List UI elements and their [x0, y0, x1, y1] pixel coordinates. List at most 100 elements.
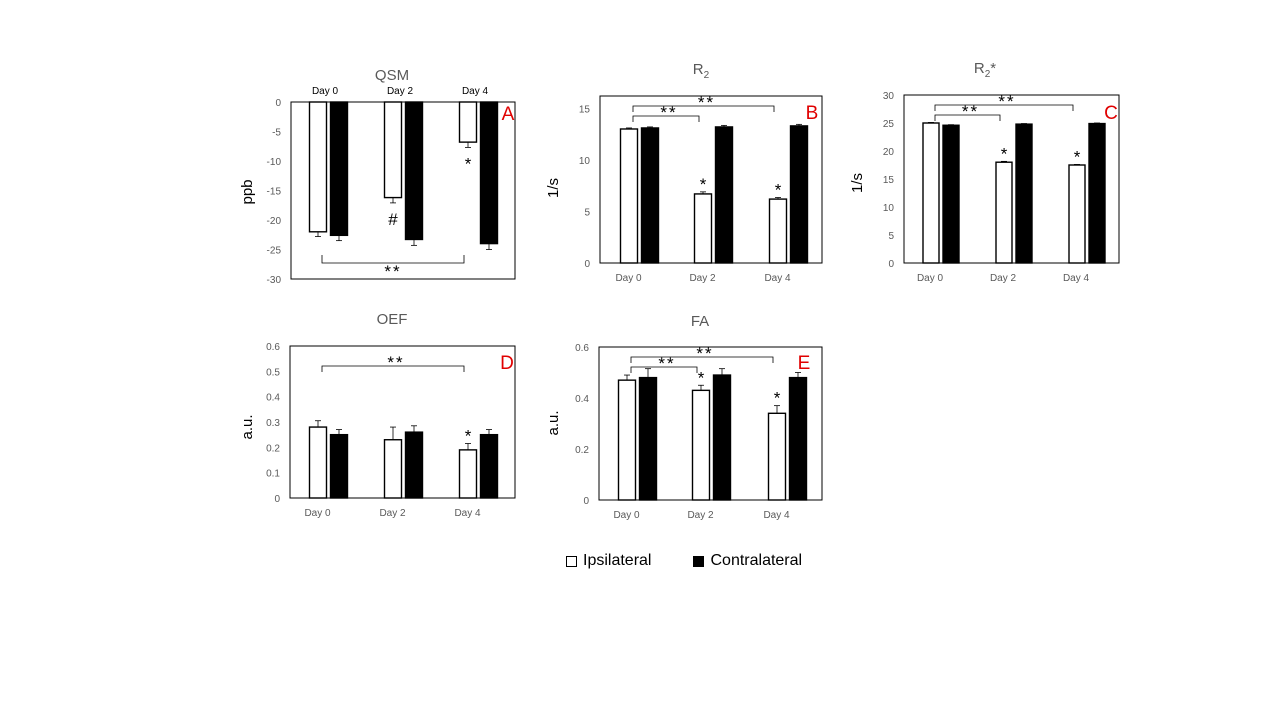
bracket-label: ** — [998, 92, 1015, 111]
legend-swatch-contralateral — [693, 555, 705, 567]
bar-contralateral — [1015, 123, 1033, 264]
bar-contralateral — [1088, 122, 1106, 264]
bracket-label: ** — [696, 344, 713, 363]
bracket-label: ** — [658, 354, 675, 373]
y-tick-label: 0 — [583, 496, 589, 507]
y-tick-label: 15 — [883, 175, 895, 186]
significance-bracket — [632, 105, 775, 112]
y-tick-label: -30 — [267, 275, 282, 286]
y-tick-label: 0.6 — [266, 342, 280, 353]
panel-letter: A — [502, 104, 515, 125]
chart-title: QSM — [375, 67, 409, 84]
y-tick-label: 0.2 — [266, 443, 280, 454]
bar-ipsilateral — [383, 439, 403, 499]
bar-ipsilateral — [768, 198, 788, 264]
bracket-label: ** — [387, 353, 404, 372]
significance-mark: * — [700, 175, 707, 194]
y-tick-label: 0.3 — [266, 418, 280, 429]
y-tick-label: 25 — [883, 119, 895, 130]
significance-mark: * — [1074, 147, 1081, 166]
x-tick-label: Day 4 — [454, 508, 481, 519]
y-axis-label: 1/s — [545, 178, 562, 198]
y-tick-label: 0.4 — [266, 393, 280, 404]
x-tick-label: Day 0 — [613, 510, 640, 521]
legend-label-ipsilateral: Ipsilateral — [583, 552, 652, 569]
y-tick-label: 20 — [883, 147, 895, 158]
significance-mark: * — [465, 154, 472, 173]
x-tick-label: Day 2 — [689, 273, 716, 284]
y-axis-label: 1/s — [849, 173, 866, 193]
plot-frame — [598, 346, 823, 501]
y-tick-label: 5 — [888, 231, 894, 242]
significance-bracket — [630, 366, 698, 373]
y-tick-label: 0.5 — [266, 367, 280, 378]
y-tick-label: -15 — [267, 187, 282, 198]
bar-contralateral — [788, 376, 808, 501]
significance-mark: * — [1001, 144, 1008, 163]
y-tick-label: 10 — [883, 203, 895, 214]
chart-title: FA — [691, 313, 709, 330]
bar-contralateral — [479, 101, 499, 245]
bar-contralateral — [404, 431, 424, 499]
bar-ipsilateral — [383, 101, 403, 199]
bar-contralateral — [942, 124, 960, 264]
bar-ipsilateral — [458, 449, 478, 499]
bar-contralateral — [789, 125, 809, 264]
legend-item-ipsilateral: Ipsilateral — [566, 552, 651, 570]
bar-contralateral — [638, 376, 658, 501]
significance-mark: * — [698, 368, 705, 387]
y-tick-label: 10 — [579, 156, 591, 167]
panel-letter: C — [1104, 103, 1118, 124]
y-tick-label: -20 — [267, 216, 282, 227]
legend-swatch-ipsilateral — [566, 555, 577, 567]
bar-ipsilateral — [995, 161, 1013, 264]
bar-contralateral — [479, 433, 499, 499]
bracket-label: ** — [660, 103, 677, 122]
panel-letter: B — [806, 103, 819, 124]
x-tick-label: Day 0 — [304, 508, 331, 519]
bar-ipsilateral — [619, 128, 639, 264]
chart-title: R2* — [974, 60, 996, 80]
y-axis-label: a.u. — [239, 414, 256, 439]
y-tick-label: 0 — [888, 259, 894, 270]
bar-contralateral — [329, 433, 349, 499]
chart-panel-d: OEF Da.u. 0 0.1 0.2 0.3 0.4 0.5 0.6 Day 0 Day 2 Day… — [239, 311, 516, 519]
bar-ipsilateral — [922, 122, 940, 264]
bar-contralateral — [714, 126, 734, 264]
significance-bracket — [321, 365, 465, 372]
y-axis-label: a.u. — [545, 410, 562, 435]
y-tick-label: 15 — [579, 104, 591, 115]
bar-ipsilateral — [308, 426, 328, 499]
legend-item-contralateral: Contralateral — [693, 552, 802, 570]
bar-ipsilateral — [767, 412, 787, 501]
x-tick-label: Day 4 — [462, 86, 489, 97]
y-tick-label: -10 — [267, 157, 282, 168]
bracket-label: ** — [384, 262, 401, 281]
bar-ipsilateral — [691, 389, 711, 501]
plot-frame — [289, 345, 516, 499]
panel-letter: D — [500, 353, 514, 374]
bracket-label: ** — [698, 93, 715, 112]
bracket-label: ** — [962, 102, 979, 121]
y-tick-label: 0.1 — [266, 469, 280, 480]
chart-title: R2 — [693, 61, 710, 81]
y-tick-label: 5 — [584, 207, 590, 218]
significance-mark: # — [388, 210, 398, 229]
x-tick-label: Day 2 — [379, 508, 406, 519]
significance-mark: * — [774, 389, 781, 408]
bar-ipsilateral — [1068, 164, 1086, 264]
y-tick-label: 0.2 — [575, 445, 589, 456]
x-tick-label: Day 4 — [763, 510, 790, 521]
y-tick-label: 30 — [883, 91, 895, 102]
significance-mark: * — [465, 427, 472, 446]
x-tick-label: Day 2 — [990, 273, 1017, 284]
x-tick-label: Day 4 — [764, 273, 791, 284]
y-tick-label: 0 — [274, 494, 280, 505]
legend: Ipsilateral Contralateral — [566, 552, 844, 570]
bar-contralateral — [329, 101, 349, 237]
bar-ipsilateral — [693, 193, 713, 264]
significance-bracket — [321, 255, 465, 264]
x-tick-label: Day 0 — [312, 86, 339, 97]
